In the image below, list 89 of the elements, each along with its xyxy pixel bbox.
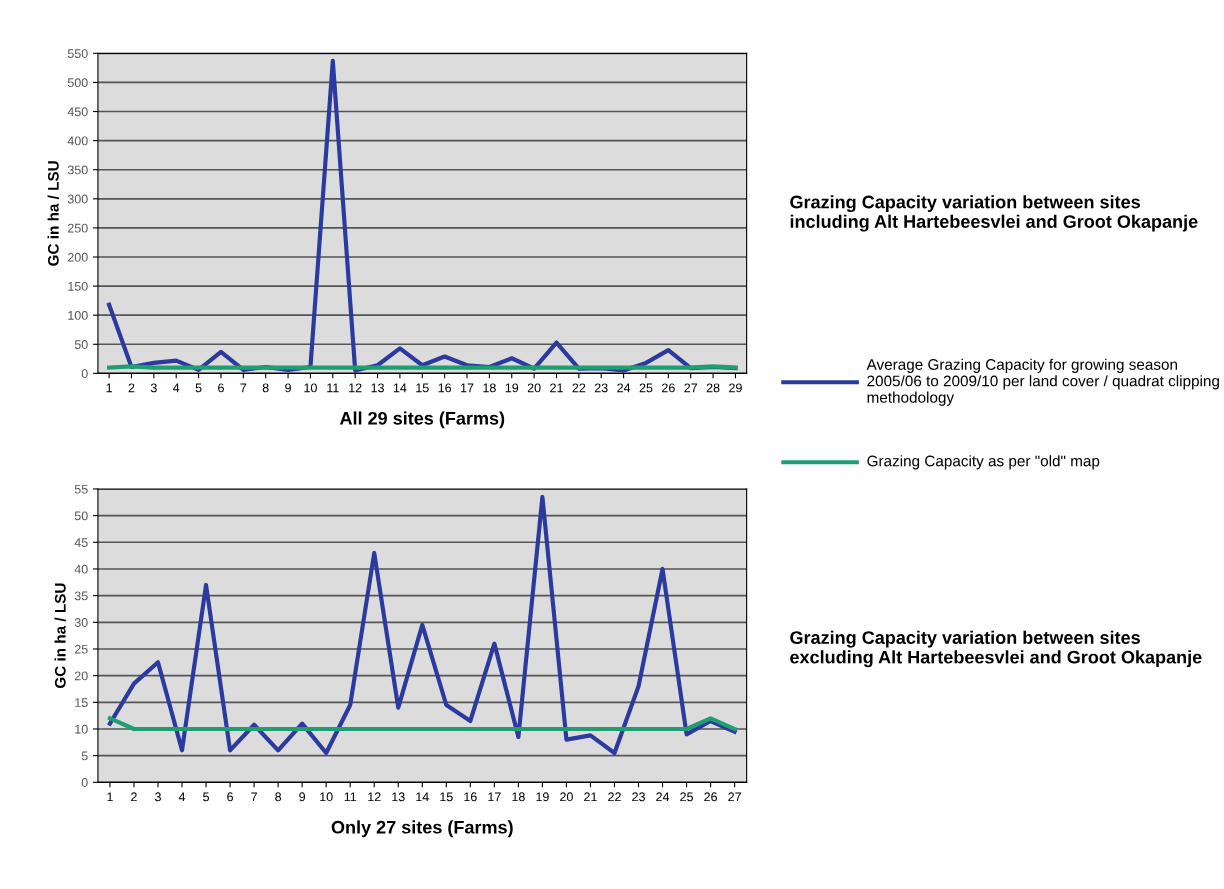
y-tick-label: 40 [74,564,88,574]
x-tick-label: 29 [729,383,742,393]
x-tick-label: 22 [608,792,621,802]
y-tick-label: 25 [74,644,88,654]
x-tick-label: 13 [392,792,405,802]
x-tick-label: 27 [684,383,698,393]
y-tick-label: 250 [67,223,88,233]
x-tick-label: 4 [178,792,186,802]
x-tick-label: 23 [594,383,608,393]
x-tick-label: 26 [704,792,717,802]
x-tick-label: 2 [128,383,135,393]
x-tick-label: 21 [550,383,563,393]
x-tick-label: 1 [107,792,113,802]
y-tick-label: 55 [74,484,88,494]
x-tick-label: 5 [203,792,209,802]
x-tick-label: 21 [584,792,597,802]
y-tick-label: 350 [67,165,88,175]
x-tick-label: 19 [505,383,519,393]
x-tick-label: 18 [483,383,496,393]
y-axis-title: GC in ha / LSU [47,161,59,266]
x-tick-label: 6 [227,792,233,802]
y-tick-label: 10 [75,724,88,734]
y-tick-label: 150 [68,281,88,291]
x-tick-label: 8 [275,792,282,802]
x-tick-label: 19 [536,792,549,802]
y-tick-label: 200 [67,252,88,262]
x-tick-label: 23 [632,792,645,802]
x-tick-label: 22 [572,383,586,393]
x-tick-label: 9 [299,792,306,802]
x-tick-label: 10 [320,792,333,802]
y-tick-label: 50 [74,511,88,521]
x-tick-label: 18 [512,792,525,802]
x-tick-label: 14 [393,383,407,393]
x-tick-label: 24 [656,792,670,802]
y-tick-label: 20 [74,671,88,681]
line-series [107,494,737,756]
legend-label: Average Grazing Capacity for growing season 2005/06 to 2009/10 per land cover / quadrat clipping methodology [866,358,1219,406]
x-tick-label: 24 [617,383,631,393]
y-tick-label: 100 [68,310,88,320]
legend-label: Grazing Capacity as per "old" map [867,455,1100,470]
x-tick-label: 17 [461,383,474,393]
y-tick-label: 30 [74,618,88,627]
x-tick-label: 25 [680,792,693,802]
x-tick-label: 13 [371,383,384,393]
x-tick-label: 2 [131,792,137,802]
y-tick-label: 15 [75,698,88,707]
x-tick-label: 15 [440,792,453,802]
x-tick-label: 20 [560,792,573,802]
x-tick-label: 6 [218,383,224,393]
y-tick-label: 500 [67,78,88,88]
x-tick-label: 11 [344,792,357,802]
x-tick-label: 14 [416,792,429,802]
y-tick-label: 50 [74,340,88,349]
x-tick-label: 17 [488,792,501,802]
text: Grazing Capacity variation between sites excluding Alt Hartebeesvlei and Groot Okapanje [790,630,1202,668]
y-tick-label: 0 [81,778,88,787]
x-tick-label: 1 [106,383,112,393]
x-tick-label: 26 [662,383,675,393]
x-tick-label: 8 [262,383,269,393]
x-axis-title: All 29 sites (Farms) [339,411,505,429]
y-tick-label: 45 [74,538,88,547]
x-tick-label: 16 [464,792,477,802]
x-tick-label: 7 [251,792,257,802]
y-tick-label: 400 [67,136,88,146]
x-tick-label: 5 [195,383,202,393]
x-axis-title: Only 27 sites (Farms) [331,820,513,838]
x-tick-label: 3 [154,792,161,802]
y-tick-label: 35 [74,591,88,601]
text: Grazing Capacity variation between sites including Alt Hartebeesvlei and Groot Okapanje [790,195,1198,232]
x-tick-label: 7 [240,383,247,393]
y-tick-label: 450 [67,107,88,117]
x-tick-label: 28 [706,383,720,393]
x-tick-label: 10 [304,383,317,393]
x-tick-label: 15 [416,383,429,393]
y-tick-label: 300 [67,194,88,204]
x-tick-label: 3 [150,383,157,393]
x-tick-label: 27 [728,792,741,802]
x-tick-label: 25 [639,383,653,393]
x-tick-label: 16 [438,383,452,393]
y-tick-label: 5 [81,751,88,761]
y-tick-label: 0 [81,369,88,379]
x-tick-label: 20 [527,383,541,393]
x-tick-label: 11 [327,383,339,393]
x-tick-label: 12 [368,792,381,802]
x-tick-label: 12 [349,383,362,393]
y-axis-title: GC in ha / LSU [54,583,66,689]
x-tick-label: 9 [285,383,291,393]
y-tick-label: 550 [67,49,88,58]
x-tick-label: 4 [173,383,180,393]
